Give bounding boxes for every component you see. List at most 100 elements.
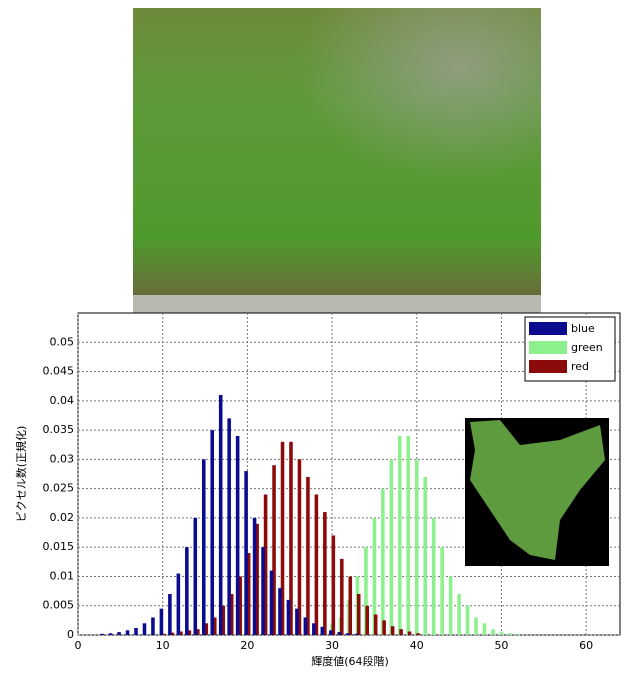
bar — [345, 633, 350, 635]
bar — [465, 605, 470, 635]
y-tick-label: 0 — [67, 628, 74, 641]
bar — [100, 633, 104, 635]
bar — [204, 623, 209, 635]
legend-label: blue — [571, 322, 595, 335]
bar — [297, 459, 302, 635]
x-tick-label: 30 — [325, 639, 339, 652]
bar — [201, 459, 206, 635]
bar — [108, 633, 113, 635]
bar — [159, 608, 164, 635]
y-tick-label: 0.04 — [50, 394, 75, 407]
bar — [196, 629, 200, 635]
legend-label: green — [571, 341, 603, 354]
bar — [193, 517, 198, 635]
legend-swatch — [529, 341, 567, 354]
x-tick-label: 50 — [494, 639, 508, 652]
y-tick-label: 0.045 — [43, 365, 75, 378]
bar — [516, 633, 521, 635]
bar — [457, 594, 461, 635]
bar — [306, 476, 310, 635]
bar — [295, 608, 299, 635]
bar — [176, 573, 181, 635]
bar — [337, 632, 342, 635]
bar — [390, 626, 395, 635]
bar — [348, 576, 353, 635]
bar — [235, 435, 240, 635]
bar — [125, 630, 130, 635]
bar — [381, 488, 385, 635]
bar — [142, 623, 147, 635]
bar — [314, 494, 319, 635]
bar — [289, 441, 293, 635]
bar — [187, 630, 192, 635]
bar — [280, 441, 285, 635]
bar — [303, 617, 308, 635]
bar — [168, 594, 172, 635]
y-tick-label: 0.035 — [43, 423, 75, 436]
y-tick-label: 0.03 — [50, 452, 75, 465]
bar — [491, 629, 495, 635]
bar — [278, 588, 282, 635]
bar — [269, 570, 274, 635]
bar — [423, 476, 427, 635]
bar — [398, 435, 402, 635]
bar — [238, 576, 242, 635]
bar — [261, 547, 265, 635]
bar — [162, 633, 166, 635]
bar — [246, 553, 251, 635]
bar — [210, 430, 215, 635]
x-tick-label: 40 — [410, 639, 424, 652]
bar — [448, 576, 453, 635]
bar — [406, 435, 411, 635]
bar — [416, 633, 420, 635]
y-tick-label: 0.005 — [43, 599, 75, 612]
y-tick-label: 0.025 — [43, 482, 75, 495]
bar — [221, 605, 226, 635]
x-tick-label: 0 — [75, 639, 82, 652]
bar — [255, 523, 259, 635]
bar — [286, 599, 291, 635]
bar — [179, 631, 183, 635]
bar — [244, 471, 248, 635]
legend-swatch — [529, 322, 567, 335]
bar — [320, 626, 325, 635]
bar — [373, 614, 378, 635]
legend: blue green red — [524, 316, 616, 382]
bar — [134, 627, 138, 635]
bar — [312, 623, 316, 635]
bar — [331, 535, 336, 635]
bar — [185, 547, 189, 635]
bar — [151, 617, 155, 635]
bar — [399, 629, 403, 635]
y-tick-label: 0.02 — [50, 511, 75, 524]
bar — [407, 631, 412, 635]
bar — [263, 494, 268, 635]
bar — [229, 594, 234, 635]
y-axis-label: ピクセル数(正規化) — [14, 426, 28, 523]
bar — [252, 517, 257, 635]
bar — [356, 594, 361, 635]
bar — [508, 633, 512, 635]
bar — [340, 558, 344, 635]
bar — [482, 623, 487, 635]
bar — [272, 465, 276, 635]
y-tick-label: 0.015 — [43, 540, 75, 553]
bar — [414, 459, 419, 635]
legend-swatch — [529, 360, 567, 373]
bar — [382, 620, 386, 635]
bar — [499, 631, 504, 635]
bar — [354, 633, 358, 635]
bar — [212, 617, 217, 635]
bar — [364, 547, 368, 635]
x-axis-label: 輝度値(64段階) — [311, 654, 389, 668]
x-tick-label: 20 — [240, 639, 254, 652]
bar — [389, 459, 394, 635]
bar — [227, 418, 231, 635]
bar — [440, 547, 444, 635]
bar — [329, 630, 333, 635]
bar — [170, 632, 175, 635]
y-tick-label: 0.05 — [50, 335, 75, 348]
bar — [372, 517, 377, 635]
bar — [365, 605, 369, 635]
